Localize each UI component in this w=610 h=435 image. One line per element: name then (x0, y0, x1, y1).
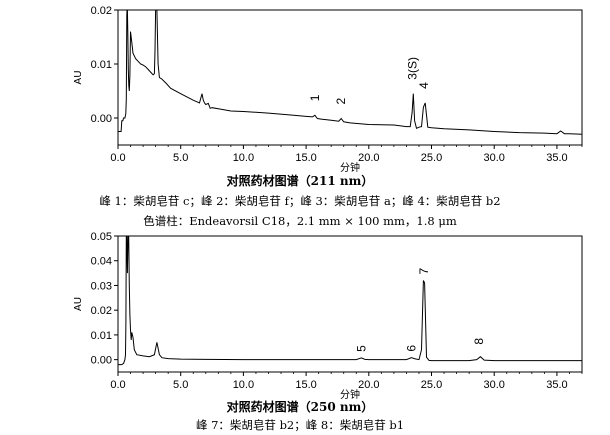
x-tick-label: 20.0 (358, 152, 379, 164)
x-tick-label: 0.0 (110, 379, 125, 391)
peak-label-2: 2 (334, 98, 348, 105)
peak-label-1: 1 (308, 94, 322, 101)
peak-label-4: 4 (417, 82, 431, 89)
x-tick-label: 25.0 (421, 379, 442, 391)
x-tick-label: 15.0 (295, 379, 316, 391)
y-tick-label: 0.02 (91, 5, 112, 17)
figure-caption-line: 峰 1：柴胡皂苷 c；峰 2：柴胡皂苷 f；峰 3：柴胡皂苷 a；峰 4：柴胡皂… (99, 194, 500, 208)
y-tick-label: 0.01 (91, 330, 112, 342)
peak-label-5: 5 (354, 345, 368, 352)
figure-caption-title: 对照药材图谱（211 nm） (227, 173, 374, 188)
peak-label-8: 8 (472, 338, 486, 345)
figure-caption-line: 色谱柱：Endeavorsil C18，2.1 mm × 100 mm，1.8 … (143, 214, 457, 228)
x-tick-label: 30.0 (484, 152, 505, 164)
figure-caption-title: 对照药材图谱（250 nm） (227, 399, 374, 414)
y-tick-label: 0.02 (91, 305, 112, 317)
y-tick-label: 0.00 (91, 113, 112, 125)
x-tick-label: 35.0 (546, 379, 567, 391)
x-tick-label: 10.0 (233, 152, 254, 164)
x-axis-label: 分钟 (340, 388, 360, 401)
y-tick-label: 0.00 (91, 355, 112, 367)
figure-caption-line: 峰 7：柴胡皂苷 b2；峰 8：柴胡皂苷 b1 (196, 418, 404, 432)
x-tick-label: 0.0 (110, 152, 125, 164)
y-axis-label: AU (73, 297, 84, 311)
x-tick-label: 10.0 (233, 379, 254, 391)
x-tick-label: 5.0 (173, 379, 188, 391)
y-tick-label: 0.03 (91, 280, 112, 292)
chart-2-plot-frame (117, 235, 583, 373)
x-tick-label: 20.0 (358, 379, 379, 391)
peak-label-7: 7 (417, 268, 431, 275)
y-tick-label: 0.04 (91, 256, 112, 268)
x-tick-label: 5.0 (173, 152, 188, 164)
peak-label-6: 6 (404, 345, 418, 352)
x-tick-label: 15.0 (295, 152, 316, 164)
y-axis-label: AU (73, 70, 84, 84)
chart-1-trace (118, 10, 582, 135)
chart-2-trace (118, 236, 582, 366)
y-tick-label: 0.01 (91, 59, 112, 71)
y-tick-label: 0.05 (91, 231, 112, 243)
chart-1-plot-frame (117, 9, 583, 146)
x-tick-label: 35.0 (546, 152, 567, 164)
x-axis-label: 分钟 (340, 161, 360, 174)
peak-label-3S: 3(S) (406, 57, 420, 80)
x-tick-label: 30.0 (484, 379, 505, 391)
x-tick-label: 25.0 (421, 152, 442, 164)
